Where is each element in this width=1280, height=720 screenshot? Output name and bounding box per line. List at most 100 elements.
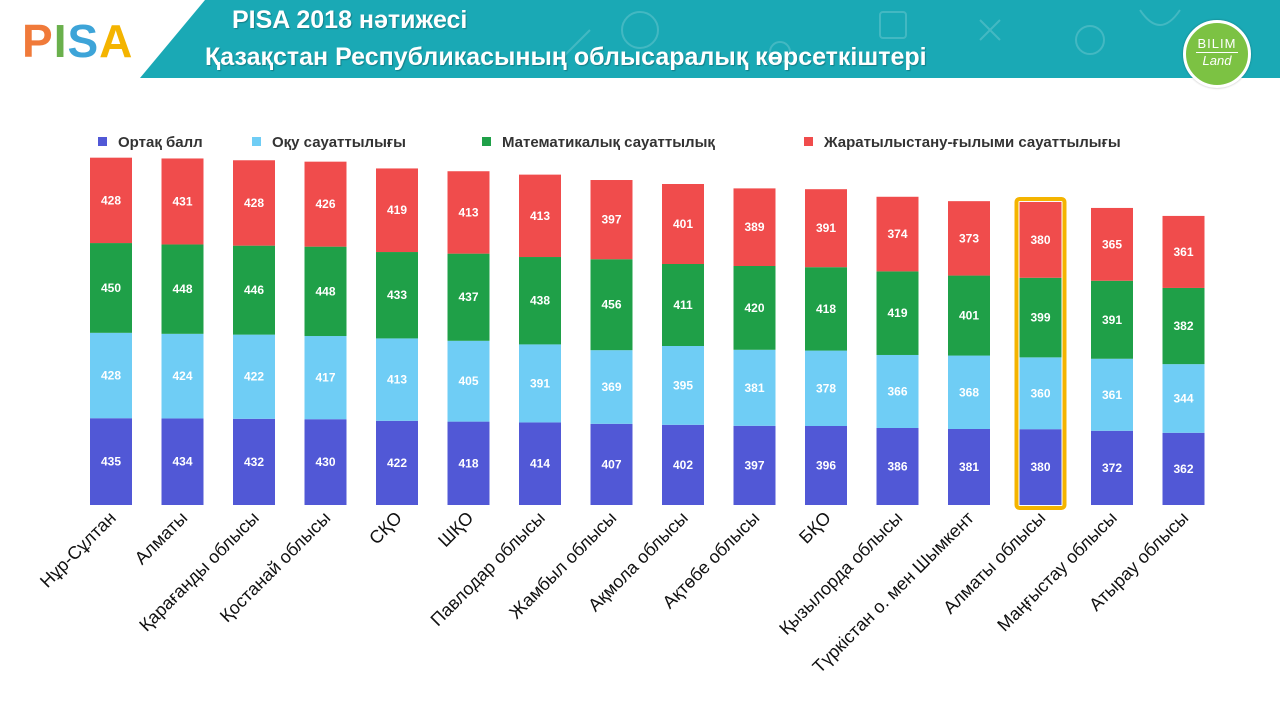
data-label: 419 bbox=[887, 306, 907, 320]
bilimland-logo-line2: Land bbox=[1202, 53, 1232, 68]
bar-segment bbox=[90, 157, 132, 244]
bar-segment bbox=[161, 333, 204, 419]
data-label: 456 bbox=[601, 298, 621, 312]
bar-segment bbox=[161, 244, 204, 334]
bar-segment bbox=[304, 161, 347, 247]
bar-segment bbox=[805, 350, 847, 426]
data-label: 433 bbox=[387, 288, 407, 302]
stacked-bar-chart: Ортақ балл Оқу сауаттылығы Математикалық с… bbox=[36, 134, 1205, 677]
legend-marker bbox=[482, 137, 491, 146]
bar-segment bbox=[447, 421, 490, 505]
bar-segment bbox=[447, 340, 490, 422]
data-label: 399 bbox=[1030, 311, 1050, 325]
data-label: 381 bbox=[959, 460, 979, 474]
data-label: 382 bbox=[1173, 319, 1193, 333]
data-label: 397 bbox=[601, 213, 621, 227]
bar-segment bbox=[805, 189, 847, 268]
bar-segment bbox=[1019, 277, 1062, 358]
data-label: 424 bbox=[172, 369, 192, 383]
bar-segment bbox=[304, 419, 347, 505]
bar-segment bbox=[90, 332, 132, 419]
category-label: Маңғыстау облысы bbox=[993, 508, 1121, 636]
data-label: 380 bbox=[1030, 233, 1050, 247]
data-label: 432 bbox=[244, 455, 264, 469]
data-label: 369 bbox=[601, 380, 621, 394]
bar-segment bbox=[233, 160, 275, 246]
bar-segment bbox=[590, 350, 633, 424]
data-label: 418 bbox=[458, 456, 478, 470]
page-subtitle: Қазақстан Республикасының облысаралық кө… bbox=[205, 43, 927, 71]
data-label: 448 bbox=[315, 284, 335, 298]
legend-marker bbox=[252, 137, 261, 146]
bar-segment bbox=[733, 188, 776, 266]
data-label: 411 bbox=[673, 298, 693, 312]
bilimland-logo: BILIM Land bbox=[1183, 20, 1251, 88]
data-label: 448 bbox=[172, 282, 192, 296]
bar-segment bbox=[90, 243, 132, 333]
bar-segment bbox=[233, 334, 275, 419]
category-label: БҚО bbox=[795, 508, 835, 548]
data-label: 405 bbox=[458, 374, 478, 388]
bar-segment bbox=[161, 418, 204, 505]
data-label: 434 bbox=[172, 455, 192, 469]
data-label: 372 bbox=[1102, 461, 1122, 475]
data-label: 374 bbox=[887, 227, 907, 241]
bar-segment bbox=[376, 420, 418, 505]
page-title: PISA 2018 нәтижесі bbox=[232, 6, 468, 34]
bar-segment bbox=[1162, 364, 1205, 433]
bar-segment bbox=[1091, 430, 1133, 505]
data-label: 402 bbox=[673, 458, 693, 472]
data-label: 413 bbox=[530, 209, 550, 223]
bar-segment bbox=[519, 422, 561, 505]
bar-segment bbox=[662, 264, 704, 346]
legend-label: Математикалық сауаттылық bbox=[502, 134, 715, 151]
bar-segment bbox=[519, 257, 561, 345]
data-label: 428 bbox=[101, 193, 121, 207]
bar-segment bbox=[519, 174, 561, 258]
bar-segment bbox=[590, 180, 633, 260]
bar-segment bbox=[876, 271, 919, 355]
data-label: 407 bbox=[601, 457, 621, 471]
data-label: 420 bbox=[744, 301, 764, 315]
category-label: Нұр-Сұлтан bbox=[36, 508, 120, 592]
data-label: 437 bbox=[458, 290, 478, 304]
data-label: 386 bbox=[887, 459, 907, 473]
category-label: СҚО bbox=[365, 508, 406, 549]
data-label: 431 bbox=[172, 194, 192, 208]
bar-segment bbox=[304, 246, 347, 337]
data-label: 417 bbox=[315, 371, 335, 385]
data-label: 362 bbox=[1173, 462, 1193, 476]
data-label: 373 bbox=[959, 231, 979, 245]
data-label: 378 bbox=[816, 381, 836, 395]
data-label: 389 bbox=[744, 220, 764, 234]
data-label: 360 bbox=[1030, 386, 1050, 400]
data-label: 368 bbox=[959, 385, 979, 399]
bar-segment bbox=[1091, 358, 1133, 431]
category-label: Қызылорда облысы bbox=[775, 508, 906, 639]
data-label: 450 bbox=[101, 281, 121, 295]
data-label: 395 bbox=[673, 378, 693, 392]
bar-segment bbox=[1019, 201, 1062, 278]
bar-segment bbox=[1162, 215, 1205, 288]
bar-segment bbox=[876, 427, 919, 505]
bar-segment bbox=[805, 425, 847, 505]
category-label: ШҚО bbox=[434, 508, 477, 551]
data-label: 422 bbox=[387, 456, 407, 470]
legend-label: Оқу сауаттылығы bbox=[272, 134, 406, 151]
data-label: 365 bbox=[1102, 237, 1122, 251]
highlight-frame bbox=[1014, 196, 1067, 510]
bar-segment bbox=[590, 259, 633, 351]
data-label: 344 bbox=[1173, 391, 1193, 405]
bar-segment bbox=[733, 349, 776, 426]
bar-segment bbox=[376, 338, 418, 421]
bar-segment bbox=[519, 344, 561, 423]
bar-segment bbox=[948, 355, 990, 429]
bar-segment bbox=[1019, 429, 1062, 505]
bar-segment bbox=[662, 424, 704, 505]
bar-segment bbox=[733, 425, 776, 505]
category-label: Қарағанды облысы bbox=[135, 508, 263, 636]
bar-segment bbox=[805, 267, 847, 351]
category-label: Алматы bbox=[131, 508, 192, 569]
data-label: 366 bbox=[887, 384, 907, 398]
bar-segment bbox=[948, 275, 990, 356]
